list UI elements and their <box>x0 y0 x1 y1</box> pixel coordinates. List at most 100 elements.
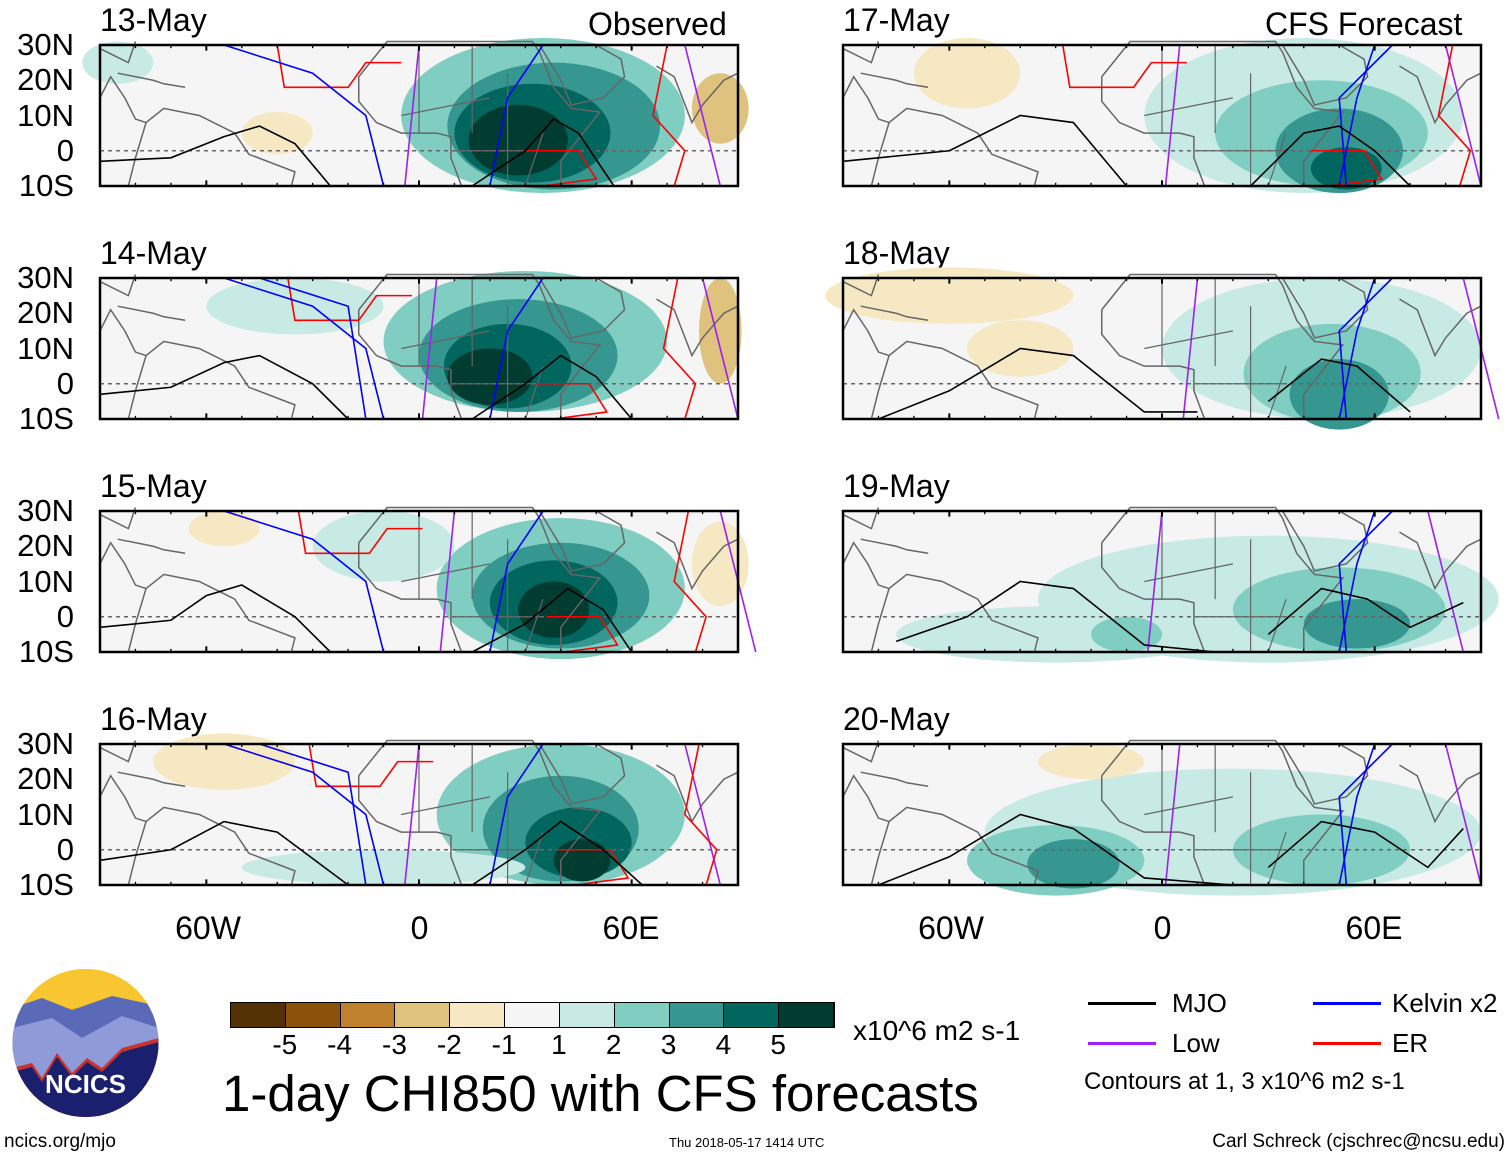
lat-label: 10N <box>17 563 74 599</box>
mjo-contour <box>472 822 642 885</box>
country-border <box>525 599 543 652</box>
er-contour <box>277 45 401 87</box>
legend-kelvin-line <box>1313 1002 1381 1005</box>
coastline <box>118 772 185 786</box>
er-contour <box>674 511 706 652</box>
low-contour <box>440 511 454 652</box>
anomaly-shading <box>241 111 313 155</box>
coastline <box>359 740 600 885</box>
coastline <box>871 341 1038 419</box>
lon-label: 60E <box>602 910 660 946</box>
country-border <box>1144 564 1233 582</box>
colorbar-label: -5 <box>272 1029 298 1060</box>
anomaly-shading <box>206 278 384 335</box>
mjo-contour <box>100 822 348 885</box>
coastline <box>118 306 185 320</box>
anomaly-shading <box>447 348 533 405</box>
er-contour <box>664 278 696 419</box>
colorbar-swatch <box>669 1003 725 1027</box>
low-contour <box>405 744 419 885</box>
mjo-contour <box>100 126 330 186</box>
footer-credit: Carl Schreck (cjschrec@ncsu.edu) <box>1212 1131 1505 1152</box>
lat-label: 30N <box>17 260 74 295</box>
low-contour <box>1166 45 1180 186</box>
coastline <box>128 341 295 419</box>
kelvin-contour <box>1339 744 1374 885</box>
er-contour <box>1438 45 1470 186</box>
footer-url[interactable]: ncics.org/mjo <box>4 1131 116 1152</box>
anomaly-shading <box>913 37 1021 109</box>
er-contour <box>288 278 412 320</box>
colorbar-label: -2 <box>436 1029 462 1060</box>
colorbar-label: 1 <box>551 1029 567 1060</box>
er-contour <box>653 45 685 186</box>
anomaly-shading <box>1091 616 1162 652</box>
coastline <box>1102 507 1343 652</box>
country-border <box>1144 797 1233 815</box>
kelvin-contour <box>260 278 366 419</box>
colorbar <box>230 1002 835 1028</box>
kelvin-contour <box>224 45 383 186</box>
coastline <box>843 740 878 761</box>
colorbar-swatch <box>724 1003 780 1027</box>
kelvin-contour <box>224 278 383 419</box>
coastline <box>1399 66 1481 122</box>
anomaly-shading <box>1289 359 1389 430</box>
low-contour <box>685 744 720 885</box>
lat-label: 10S <box>18 401 74 437</box>
low-contour <box>1148 511 1162 652</box>
lat-label: 10N <box>17 796 74 832</box>
colorbar-swatch <box>505 1003 560 1027</box>
kelvin-contour <box>260 744 366 885</box>
anomaly-shading <box>1027 839 1120 889</box>
er-contour <box>1063 45 1187 87</box>
coastline <box>118 539 185 553</box>
coastline <box>871 574 1038 652</box>
lat-label: 20N <box>17 528 74 564</box>
mjo-contour <box>1268 359 1410 412</box>
lon-label: 60W <box>918 910 984 946</box>
coastline <box>100 274 135 295</box>
coastline <box>1102 41 1343 186</box>
lat-label: 20N <box>17 761 74 797</box>
coastline <box>100 310 146 356</box>
figure-title: 1-day CHI850 with CFS forecasts <box>222 1065 979 1122</box>
coastline <box>128 108 295 186</box>
anomaly-shading <box>699 278 742 384</box>
coastline <box>359 41 600 186</box>
mjo-contour <box>472 119 614 186</box>
kelvin-contour <box>224 744 383 885</box>
mjo-contour <box>1268 589 1463 635</box>
coastline <box>843 274 878 295</box>
lat-label: 10S <box>18 867 74 903</box>
lat-label: 30N <box>17 493 74 528</box>
colorbar-label: 5 <box>770 1029 786 1060</box>
anomaly-shading <box>153 733 295 790</box>
kelvin-contour <box>1339 45 1374 186</box>
map-panel-13-May <box>82 37 749 194</box>
legend-kelvin-label: Kelvin x2 <box>1392 988 1498 1018</box>
anomaly-shading <box>518 581 590 638</box>
kelvin-contour <box>1339 511 1374 652</box>
coastline <box>1102 274 1343 419</box>
er-contour <box>1311 151 1382 186</box>
coastline <box>1399 299 1481 355</box>
lat-label: 10N <box>17 330 74 366</box>
colorbar-swatch <box>285 1003 341 1027</box>
panel-date-title: 17-May <box>843 2 950 38</box>
coastline <box>656 532 738 588</box>
legend-mjo-label: MJO <box>1172 988 1227 1018</box>
country-border <box>401 331 490 349</box>
ncics-logo: NCICS <box>12 968 159 1118</box>
legend-low-line <box>1088 1042 1156 1045</box>
anomaly-shading <box>1310 147 1382 190</box>
coastline <box>1102 740 1343 885</box>
lat-label: 30N <box>17 726 74 761</box>
coastline <box>1283 278 1368 338</box>
kelvin-contour <box>1339 744 1392 885</box>
coastline <box>100 77 146 123</box>
colorbar-swatch <box>340 1003 396 1027</box>
mjo-contour <box>1268 822 1463 868</box>
colorbar-label: 2 <box>605 1029 622 1060</box>
low-contour <box>1183 278 1197 419</box>
